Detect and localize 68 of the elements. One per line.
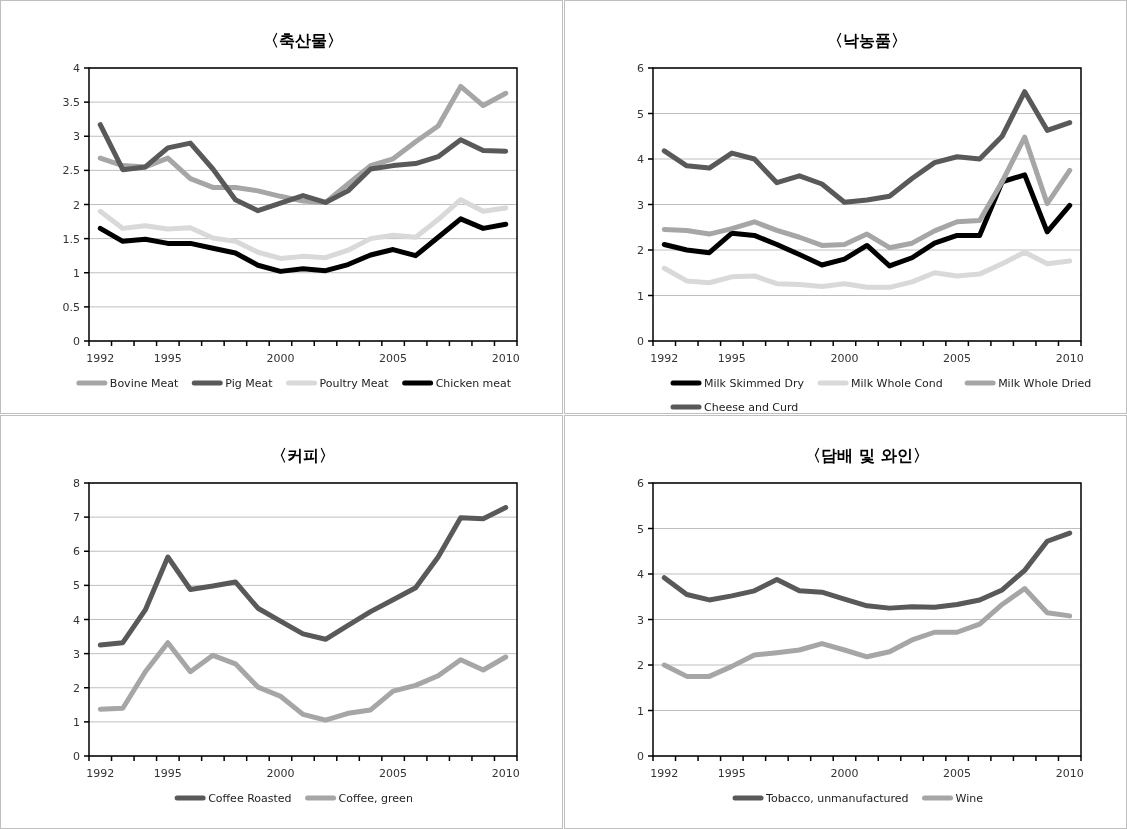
x-tick-label: 1995 [153,767,182,780]
y-tick-label: 3 [637,613,644,627]
legend-label: Pig Meat [225,377,274,390]
legend-label: Tobacco, unmanufactured [765,792,909,805]
y-tick-label: 5 [637,107,644,121]
y-tick-label: 4 [637,153,644,166]
chart-title: 〈축산물〉 [263,31,343,50]
x-tick-label: 1992 [86,352,115,365]
x-tick-label: 2010 [1055,767,1084,780]
y-tick-label: 6 [637,62,644,75]
y-tick-label: 2.5 [62,164,80,178]
y-tick-label: 0 [73,750,80,763]
y-tick-label: 5 [637,522,644,536]
x-tick-label: 2000 [266,767,295,780]
y-tick-label: 0 [637,750,644,763]
y-tick-label: 8 [73,477,80,490]
x-tick-label: 2005 [379,352,408,365]
legend-label: Wine [955,792,984,805]
chart-title: 〈낙농품〉 [827,31,907,50]
legend-label: Coffee Roasted [208,792,292,805]
y-tick-label: 2 [637,659,644,672]
y-tick-label: 1.5 [62,232,80,246]
y-tick-label: 3 [73,130,80,144]
x-tick-label: 2010 [491,767,520,780]
chart-title: 〈커피〉 [271,446,335,465]
y-tick-label: 2 [73,198,80,212]
legend-label: Milk Skimmed Dry [704,377,805,390]
legend-label: Milk Whole Dried [998,377,1092,390]
x-tick-label: 2000 [830,767,859,780]
y-tick-label: 4 [73,613,80,627]
legend-label: Cheese and Curd [704,401,799,414]
x-tick-label: 2005 [943,352,972,365]
x-tick-label: 1995 [717,352,746,365]
x-tick-label: 2000 [830,352,859,365]
y-tick-label: 2 [637,244,644,257]
y-tick-label: 3 [637,198,644,212]
x-tick-label: 2005 [379,767,408,780]
y-tick-label: 0 [73,335,80,348]
y-tick-label: 4 [637,568,644,581]
legend-label: Chicken meat [435,377,512,390]
legend-label: Bovine Meat [109,377,179,390]
x-tick-label: 2005 [943,767,972,780]
x-tick-label: 1995 [717,767,746,780]
x-tick-label: 2010 [491,352,520,365]
x-tick-label: 2000 [266,352,295,365]
y-tick-label: 5 [73,579,80,593]
y-tick-label: 1 [637,704,644,718]
y-tick-label: 6 [637,477,644,490]
y-tick-label: 1 [637,289,644,303]
y-tick-label: 7 [73,511,80,525]
y-tick-label: 4 [73,62,80,75]
x-tick-label: 1992 [650,352,679,365]
y-tick-label: 2 [73,681,80,695]
y-tick-label: 1 [73,715,80,729]
x-tick-label: 1992 [650,767,679,780]
y-tick-label: 6 [73,545,80,559]
y-tick-label: 1 [73,266,80,280]
legend-label: Poultry Meat [319,377,390,390]
legend-label: Coffee, green [338,792,413,805]
chart-title: 〈담배 및 와인〉 [805,446,929,465]
legend-label: Milk Whole Cond [851,377,943,390]
y-tick-label: 0.5 [62,300,80,314]
x-tick-label: 1995 [153,352,182,365]
x-tick-label: 2010 [1055,352,1084,365]
x-tick-label: 1992 [86,767,115,780]
y-tick-label: 3 [73,647,80,661]
y-tick-label: 3.5 [62,96,80,110]
y-tick-label: 0 [637,335,644,348]
